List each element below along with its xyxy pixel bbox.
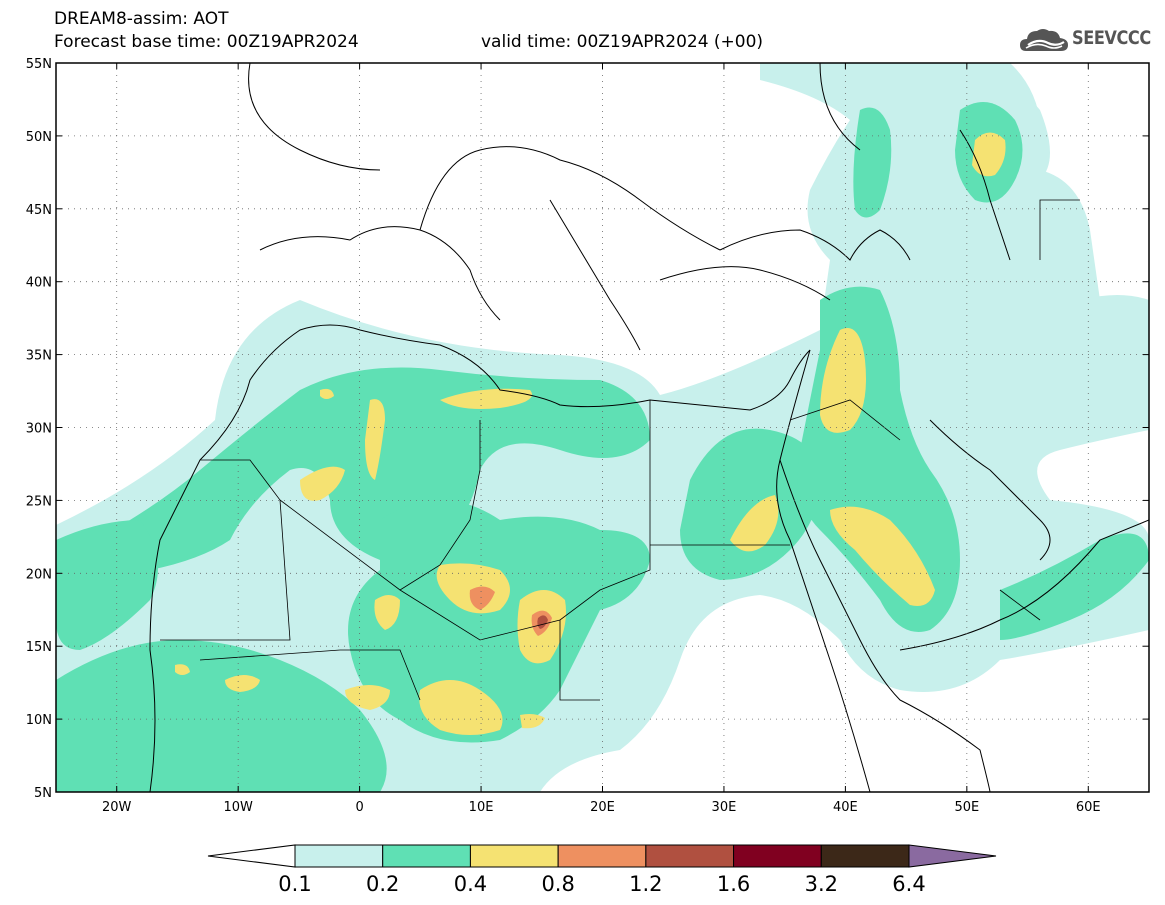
aot-contour-0.4 [175,132,1006,735]
colorbar-segment [294,844,384,868]
colorbar-level-label: 1.6 [717,872,750,896]
aot-colorbar [207,844,997,868]
valid-time: valid time: 00Z19APR2024 (+00) [481,32,764,52]
lat-label: 15N [26,640,52,655]
cloud-logo-icon [1020,29,1068,51]
lat-label: 40N [26,276,52,291]
colorbar-segment [557,844,647,868]
lon-label: 40E [833,800,858,815]
lat-label: 50N [26,130,52,145]
lat-label: 35N [26,349,52,364]
colorbar-arrow-high [908,844,997,868]
lon-label: 10W [223,800,253,815]
lon-label: 20W [102,800,132,815]
lat-label: 20N [26,567,52,582]
lon-label: 30E [712,800,737,815]
lat-label: 10N [26,713,52,728]
colorbar-level-label: 3.2 [805,872,838,896]
seevccc-logo: SEEVCCC [1018,23,1156,59]
lat-label: 45N [26,203,52,218]
colorbar-level-label: 0.8 [541,872,574,896]
colorbar-level-label: 6.4 [892,872,925,896]
lat-label: 25N [26,494,52,509]
colorbar-level-label: 1.2 [629,872,662,896]
coastlines [149,63,1149,792]
logo-text: SEEVCCC [1072,27,1151,49]
lon-label: 10E [469,800,494,815]
base-time: Forecast base time: 00Z19APR2024 [54,32,359,52]
colorbar-level-label: 0.2 [366,872,399,896]
colorbar-level-label: 0.4 [454,872,487,896]
aot-contour-1.2 [537,615,548,629]
colorbar-arrow-low [207,844,296,868]
lat-label: 55N [26,57,52,72]
longitude-labels: 20W 10W 0 10E 20E 30E 40E 50E 60E [102,63,1101,815]
colorbar-labels: 0.1 0.2 0.4 0.8 1.2 1.6 3.2 6.4 [278,872,925,896]
lat-label: 30N [26,422,52,437]
latitude-labels: 55N 50N 45N 40N 35N 30N 25N 20N 15N 10N 5N [26,57,1149,801]
lat-lon-grid [56,63,1149,792]
colorbar-segment [820,844,910,868]
lon-label: 20E [590,800,615,815]
colorbar-segment [469,844,559,868]
country-borders [160,199,1080,701]
aot-contour-0.2 [56,102,1149,792]
lat-label: 5N [34,786,52,801]
map-title: DREAM8-assim: AOT [54,9,229,29]
colorbar-segment [645,844,735,868]
lon-label: 50E [954,800,979,815]
colorbar-level-label: 0.1 [278,872,311,896]
colorbar-segment [733,844,822,868]
colorbar-segment [382,844,471,868]
lon-label: 60E [1076,800,1101,815]
forecast-time-line: Forecast base time: 00Z19APR2024 valid ti… [54,32,763,52]
lon-label: 0 [355,800,363,815]
